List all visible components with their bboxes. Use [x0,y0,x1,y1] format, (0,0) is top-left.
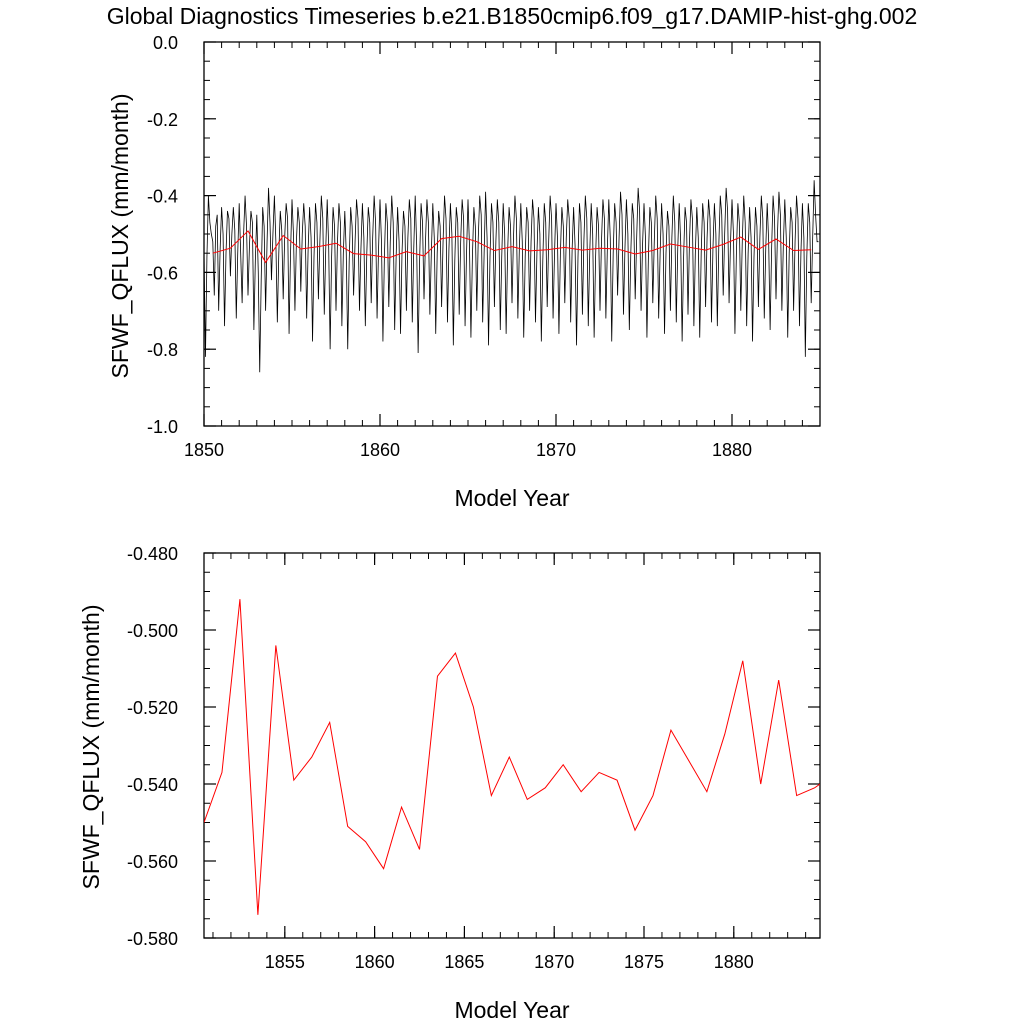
bottom-y-axis-label: SFWF_QFLUX (mm/month) [78,605,104,890]
top-panel: SFWF_QFLUX (mm/month) Model Year 0.0 -0.2… [107,33,821,511]
top-y-tick-label: 0.0 [153,33,178,53]
top-y-tick-label: -1.0 [147,417,178,437]
bottom-x-tick-label: 1880 [714,952,754,972]
top-y-axis-label: SFWF_QFLUX (mm/month) [107,94,133,379]
top-x-axis-label: Model Year [454,485,569,511]
top-series-annual-mean-line [212,230,812,264]
bottom-series-annual-mean-line [204,599,820,915]
bottom-y-tick-label: -0.580 [127,929,178,949]
bottom-x-tick-label: 1865 [444,952,484,972]
top-x-tick-label: 1850 [184,440,224,460]
bottom-y-tick-label: -0.520 [127,698,178,718]
bottom-y-tick-label: -0.540 [127,775,178,795]
top-y-tick-label: -0.6 [147,263,178,283]
top-y-tick-label: -0.2 [147,110,178,130]
bottom-y-tick-label: -0.560 [127,852,178,872]
bottom-plot-frame [203,552,821,939]
bottom-y-tick-label: -0.500 [127,621,178,641]
top-x-tick-label: 1870 [536,440,576,460]
top-y-tick-label: -0.4 [147,187,178,207]
top-x-tick-label: 1860 [360,440,400,460]
bottom-panel: SFWF_QFLUX (mm/month) Model Year -0.480 -… [78,544,821,1023]
top-y-tick-label: -0.8 [147,340,178,360]
chart-title: Global Diagnostics Timeseries b.e21.B185… [107,3,918,29]
top-series-monthly-line [204,180,819,373]
bottom-x-tick-label: 1860 [355,952,395,972]
bottom-x-tick-label: 1855 [265,952,305,972]
bottom-x-tick-label: 1875 [624,952,664,972]
bottom-y-tick-label: -0.480 [127,544,178,564]
bottom-x-tick-label: 1870 [534,952,574,972]
bottom-x-axis-label: Model Year [454,997,569,1023]
top-x-tick-label: 1880 [712,440,752,460]
